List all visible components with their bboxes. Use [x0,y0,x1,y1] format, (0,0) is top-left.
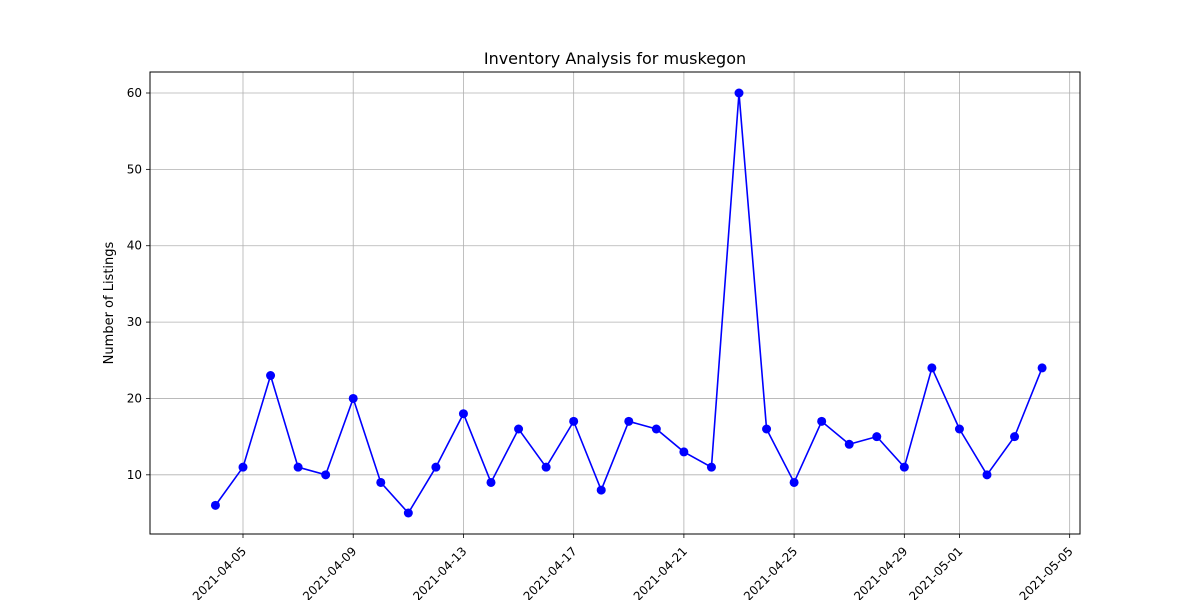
y-tick-label: 30 [127,315,142,329]
data-point [486,477,496,487]
data-point [376,477,386,487]
series-layer [210,88,1047,518]
data-point [762,424,772,434]
data-point [954,424,964,434]
data-point [624,416,634,426]
series-line [214,92,1043,515]
data-point [403,508,413,518]
data-point [569,416,579,426]
data-point [210,500,220,510]
y-axis-label: Number of Listings [102,241,117,364]
data-point [679,447,689,457]
y-axis-ticks: 10 20 30 40 50 60 [127,86,150,482]
data-point [431,462,441,472]
x-axis-ticks: 2021-04-05 2021-04-09 2021-04-13 2021-04-17… [190,534,1076,600]
y-tick-label: 60 [127,86,142,100]
x-tick-label: 2021-04-13 [410,544,469,600]
data-point [789,477,799,487]
data-point [266,371,276,381]
x-tick-label: 2021-04-29 [851,544,910,600]
x-tick-label: 2021-04-25 [741,544,800,600]
data-point [458,409,468,419]
data-point [321,470,331,480]
x-tick-label: 2021-05-01 [906,544,965,600]
data-point [541,462,551,472]
data-point [348,393,358,403]
data-point [734,88,744,98]
chart-title: Inventory Analysis for muskegon [484,49,746,68]
data-point [1010,432,1020,442]
x-tick-label: 2021-04-09 [300,544,359,600]
x-tick-label: 2021-04-05 [190,544,249,600]
plot-frame [149,71,1081,535]
data-point [817,416,827,426]
data-point [596,485,606,495]
x-tick-label: 2021-04-17 [521,544,580,600]
y-tick-label: 20 [127,391,142,405]
y-tick-label: 10 [127,468,142,482]
data-point [844,439,854,449]
data-point [1037,363,1047,373]
grid-lines [150,72,1080,534]
y-tick-label: 40 [127,239,142,253]
data-point [872,432,882,442]
data-point [706,462,716,472]
x-tick-label: 2021-05-05 [1017,544,1076,600]
x-tick-label: 2021-04-21 [631,544,690,600]
data-point [651,424,661,434]
data-point [982,470,992,480]
data-point [927,363,937,373]
data-point [293,462,303,472]
y-tick-label: 50 [127,162,142,176]
data-point [238,462,248,472]
data-point [514,424,524,434]
data-point [899,462,909,472]
